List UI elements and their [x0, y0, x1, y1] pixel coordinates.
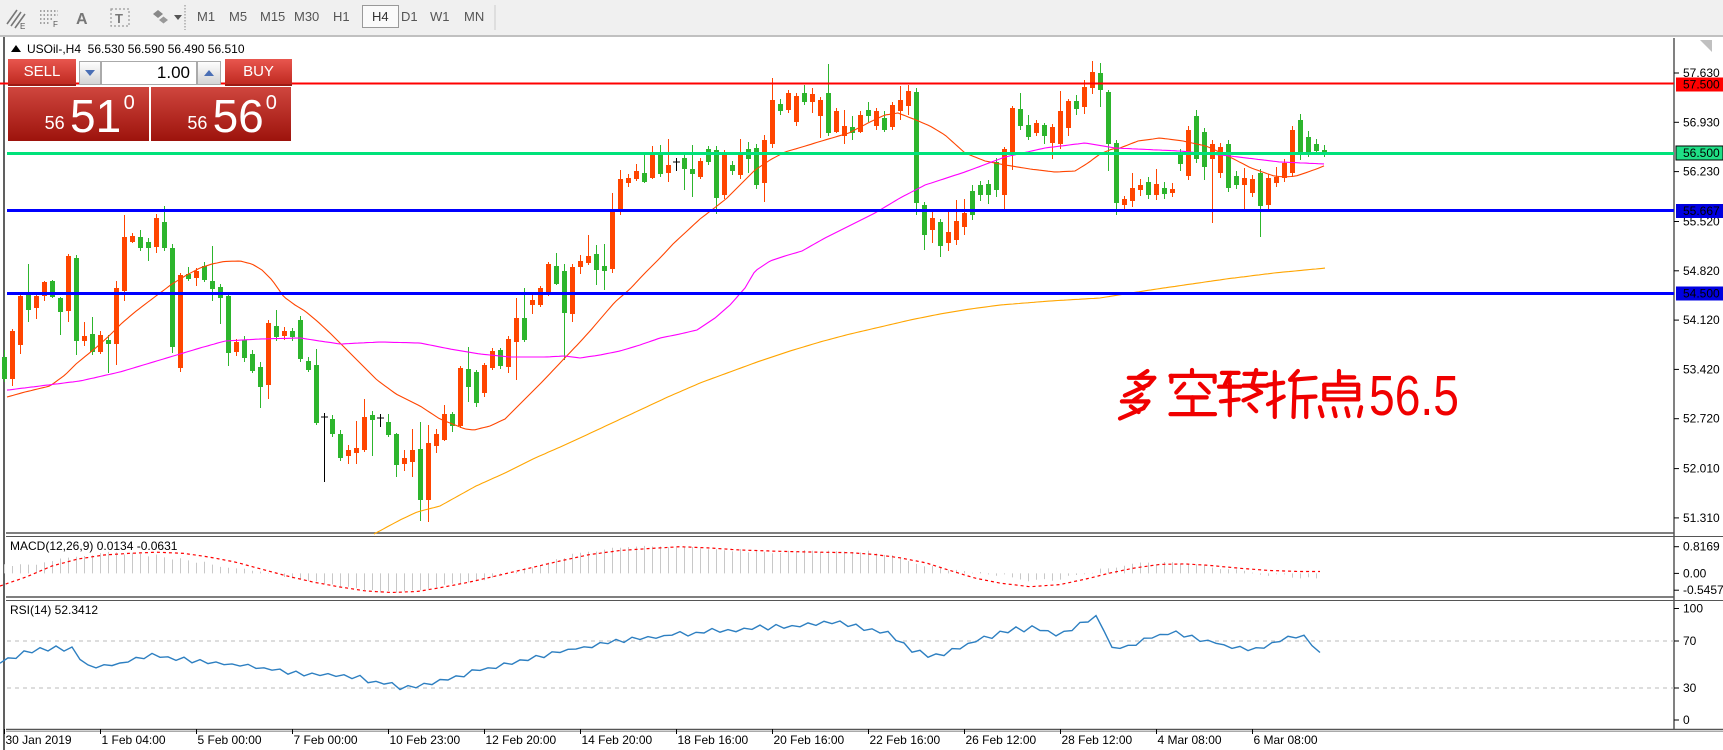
svg-text:100: 100	[1683, 602, 1703, 616]
svg-text:57.500: 57.500	[1683, 78, 1720, 92]
svg-text:A: A	[76, 11, 88, 28]
svg-text:7 Feb 00:00: 7 Feb 00:00	[294, 733, 358, 747]
svg-text:56.230: 56.230	[1683, 165, 1720, 179]
svg-text:E: E	[20, 22, 25, 31]
svg-text:10 Feb 23:00: 10 Feb 23:00	[390, 733, 461, 747]
svg-text:4 Mar 08:00: 4 Mar 08:00	[1158, 733, 1222, 747]
svg-text:51.310: 51.310	[1683, 511, 1720, 525]
svg-text:MACD(12,26,9) 0.0134 -0.0631: MACD(12,26,9) 0.0134 -0.0631	[10, 539, 178, 553]
svg-text:56.500: 56.500	[1683, 146, 1720, 160]
svg-text:53.420: 53.420	[1683, 362, 1720, 376]
svg-text:52.720: 52.720	[1683, 412, 1720, 426]
svg-text:56.5: 56.5	[1369, 364, 1459, 428]
svg-text:6 Mar 08:00: 6 Mar 08:00	[1254, 733, 1318, 747]
svg-text:F: F	[53, 20, 58, 29]
svg-text:26 Feb 12:00: 26 Feb 12:00	[966, 733, 1037, 747]
svg-text:57.630: 57.630	[1683, 66, 1720, 80]
svg-text:30 Jan 2019: 30 Jan 2019	[6, 733, 72, 747]
svg-text:18 Feb 16:00: 18 Feb 16:00	[678, 733, 749, 747]
svg-text:30: 30	[1683, 681, 1697, 695]
svg-text:5 Feb 00:00: 5 Feb 00:00	[198, 733, 262, 747]
svg-text:12 Feb 20:00: 12 Feb 20:00	[486, 733, 557, 747]
svg-text:-0.5457: -0.5457	[1683, 583, 1723, 597]
svg-text:28 Feb 12:00: 28 Feb 12:00	[1062, 733, 1133, 747]
svg-text:T: T	[115, 11, 123, 26]
svg-text:22 Feb 16:00: 22 Feb 16:00	[870, 733, 941, 747]
svg-text:54.120: 54.120	[1683, 313, 1720, 327]
svg-text:0: 0	[1683, 713, 1690, 727]
svg-text:USOil-,H4 56.530 56.590 56.49: USOil-,H4 56.530 56.590 56.490 56.510	[27, 42, 245, 56]
svg-text:0.00: 0.00	[1683, 566, 1707, 580]
svg-text:55.667: 55.667	[1683, 204, 1720, 218]
svg-text:20 Feb 16:00: 20 Feb 16:00	[774, 733, 845, 747]
svg-text:RSI(14) 52.3412: RSI(14) 52.3412	[10, 603, 98, 617]
svg-text:0.8169: 0.8169	[1683, 540, 1720, 554]
svg-text:70: 70	[1683, 634, 1697, 648]
svg-text:14 Feb 20:00: 14 Feb 20:00	[582, 733, 653, 747]
svg-text:56.930: 56.930	[1683, 115, 1720, 129]
svg-text:52.010: 52.010	[1683, 462, 1720, 476]
svg-text:1 Feb 04:00: 1 Feb 04:00	[102, 733, 166, 747]
svg-text:54.500: 54.500	[1683, 287, 1720, 301]
svg-text:54.820: 54.820	[1683, 264, 1720, 278]
